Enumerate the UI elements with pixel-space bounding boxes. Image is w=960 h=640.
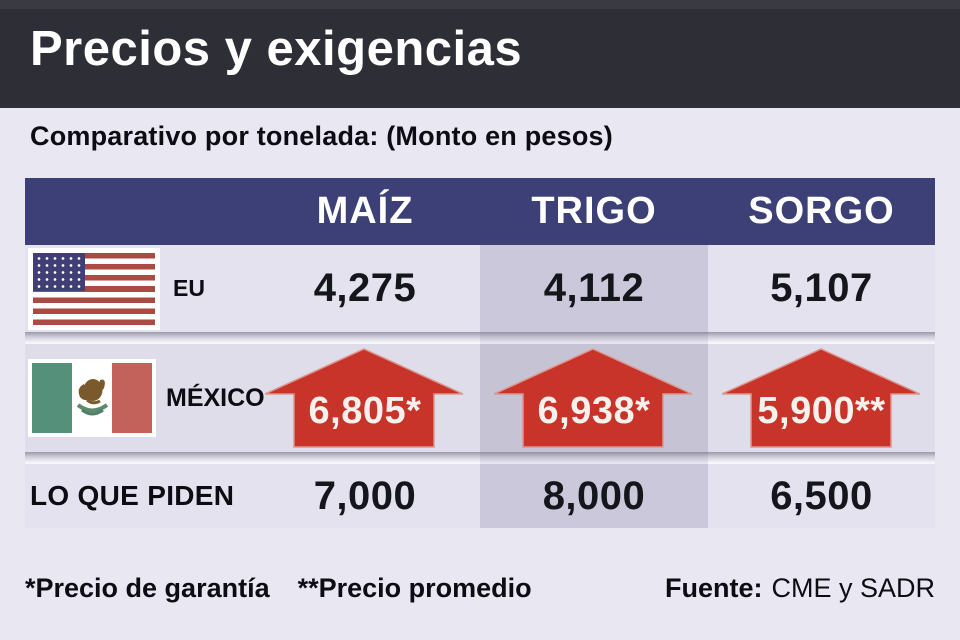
comparison-table: MAÍZ TRIGO SORGO EU 4,275 4,112 5,107 (25, 178, 935, 528)
cell-piden-trigo: 8,000 (480, 464, 708, 528)
footnote-promedio: **Precio promedio (297, 573, 532, 603)
row-lo-que-piden: LO QUE PIDEN 7,000 8,000 6,500 (25, 464, 935, 528)
table-header-row: MAÍZ TRIGO SORGO (25, 178, 935, 245)
row-piden-label: LO QUE PIDEN (30, 480, 235, 511)
cell-eu-maiz: 4,275 (313, 266, 417, 310)
cell-mexico-maiz: 6,805* (250, 344, 480, 452)
row-mexico: MÉXICO 6,805* 6,938* (25, 344, 935, 452)
row-eu-label-cell: EU (25, 245, 250, 332)
cell-eu-sorgo: 5,107 (770, 266, 873, 310)
source-value: CME y SADR (771, 573, 935, 603)
column-highlight-strip (480, 452, 708, 464)
cell-piden-sorgo: 6,500 (770, 473, 873, 518)
row-eu-label: EU (173, 275, 205, 301)
column-highlight-strip (480, 332, 708, 344)
title-bar: Precios y exigencias (0, 0, 960, 108)
up-arrow-icon: 6,805* (265, 348, 465, 448)
column-header-maiz: MAÍZ (316, 190, 414, 232)
row-piden-label-cell: LO QUE PIDEN (25, 464, 250, 528)
arrow-value-sorgo: 5,900** (757, 390, 886, 432)
column-header-trigo: TRIGO (531, 190, 657, 232)
arrow-value-maiz: 6,805* (308, 390, 422, 432)
arrow-value-trigo: 6,938* (537, 390, 651, 432)
column-header-sorgo: SORGO (748, 190, 895, 232)
corner-cell (25, 178, 250, 245)
up-arrow-icon: 5,900** (721, 348, 922, 448)
us-flag-icon (28, 247, 160, 330)
footnote-garantia: *Precio de garantía (25, 573, 270, 603)
source-label: Fuente: (664, 573, 763, 603)
mexico-flag-icon (28, 359, 156, 437)
subtitle: Comparativo por tonelada: (Monto en peso… (30, 121, 613, 151)
up-arrow-icon: 6,938* (494, 348, 694, 448)
row-mexico-label-cell: MÉXICO (25, 344, 265, 452)
row-eu: EU 4,275 4,112 5,107 (25, 245, 935, 332)
source-line: Fuente: CME y SADR (665, 573, 935, 604)
cell-piden-maiz: 7,000 (313, 473, 417, 518)
cell-mexico-sorgo: 5,900** (708, 344, 935, 452)
row-divider (25, 452, 935, 464)
mexico-eagle-emblem (76, 379, 109, 416)
cell-eu-trigo: 4,112 (480, 245, 708, 332)
page-title: Precios y exigencias (30, 22, 523, 76)
row-mexico-label: MÉXICO (166, 383, 265, 412)
row-divider (25, 332, 935, 344)
cell-mexico-trigo: 6,938* (480, 344, 708, 452)
footnotes: *Precio de garantía **Precio promedio (25, 573, 532, 604)
